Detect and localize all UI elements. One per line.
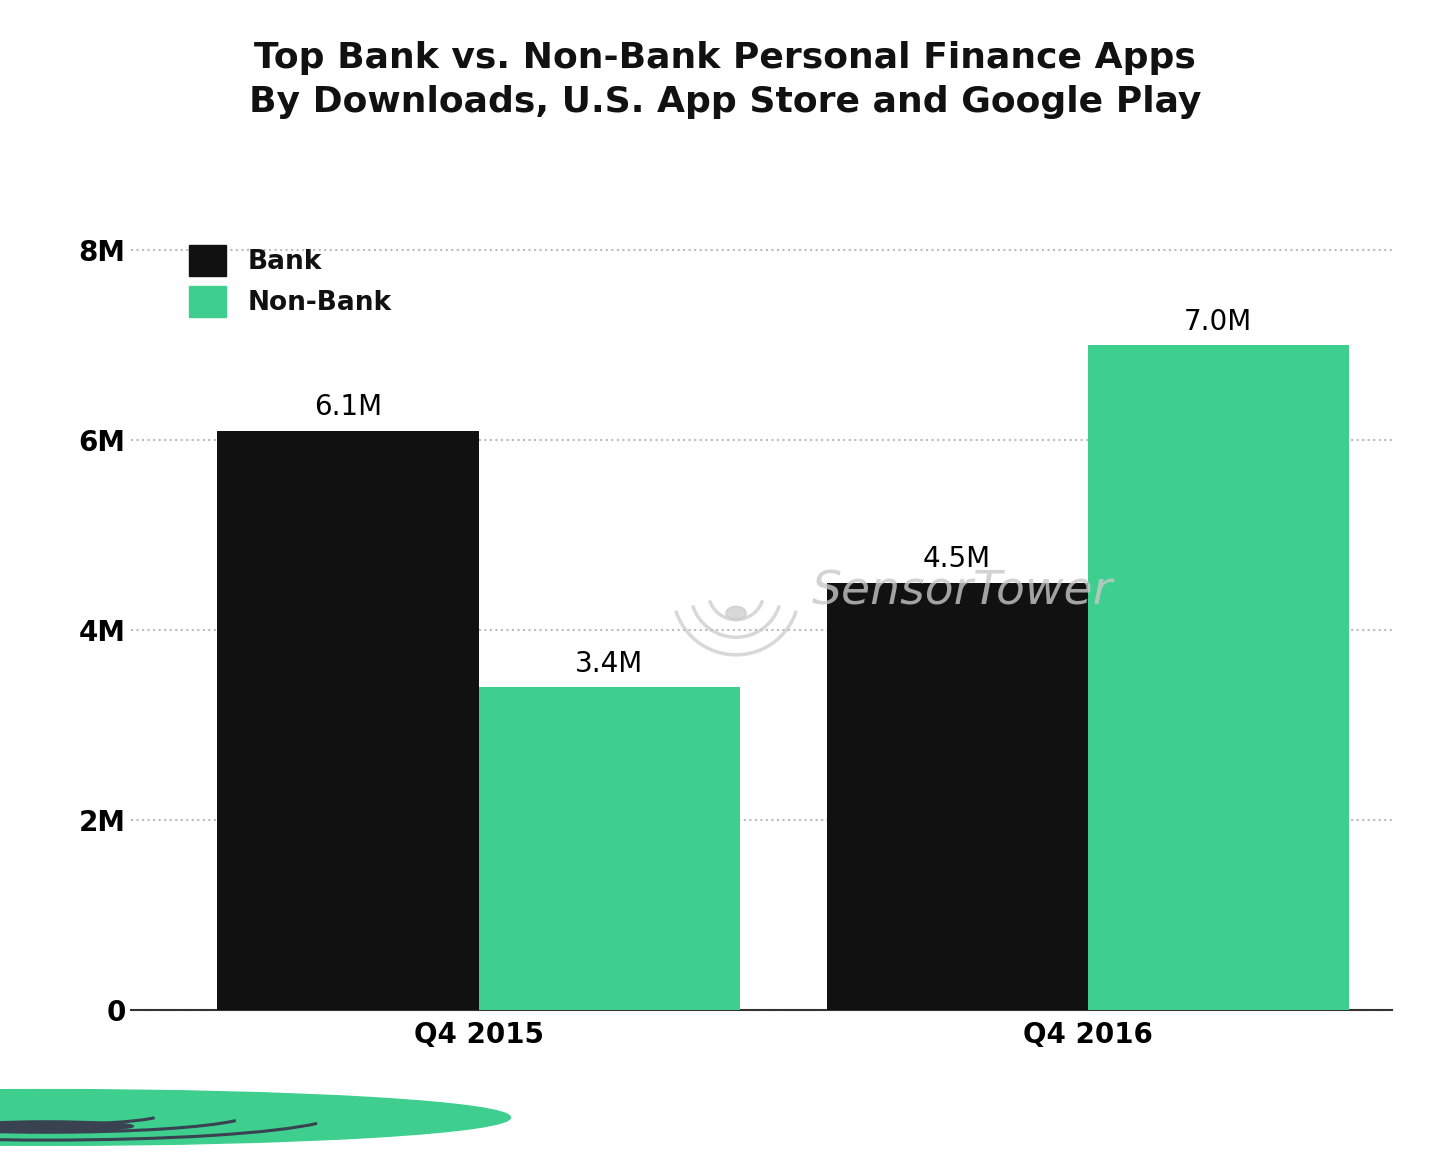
Circle shape (0, 1089, 510, 1145)
Text: Tower: Tower (155, 1108, 225, 1127)
Text: 3.4M: 3.4M (574, 650, 644, 678)
Bar (218, 431, 479, 1010)
Text: SensorTower: SensorTower (812, 570, 1112, 614)
Text: 7.0M: 7.0M (1183, 308, 1253, 336)
Circle shape (0, 1122, 133, 1131)
Legend: Bank, Non-Bank: Bank, Non-Bank (181, 238, 400, 325)
Text: 4.5M: 4.5M (924, 546, 990, 574)
Circle shape (726, 606, 747, 620)
Bar (826, 583, 1088, 1010)
Text: Top Bank vs. Non-Bank Personal Finance Apps
By Downloads, U.S. App Store and Goo: Top Bank vs. Non-Bank Personal Finance A… (249, 41, 1201, 120)
Text: 6.1M: 6.1M (315, 394, 381, 421)
Text: Sensor: Sensor (104, 1108, 186, 1127)
Bar (478, 687, 740, 1010)
Text: Data That Drives App Growth: Data That Drives App Growth (225, 1108, 531, 1127)
Bar (1088, 345, 1348, 1010)
Text: sensortower.com: sensortower.com (1262, 1108, 1440, 1127)
